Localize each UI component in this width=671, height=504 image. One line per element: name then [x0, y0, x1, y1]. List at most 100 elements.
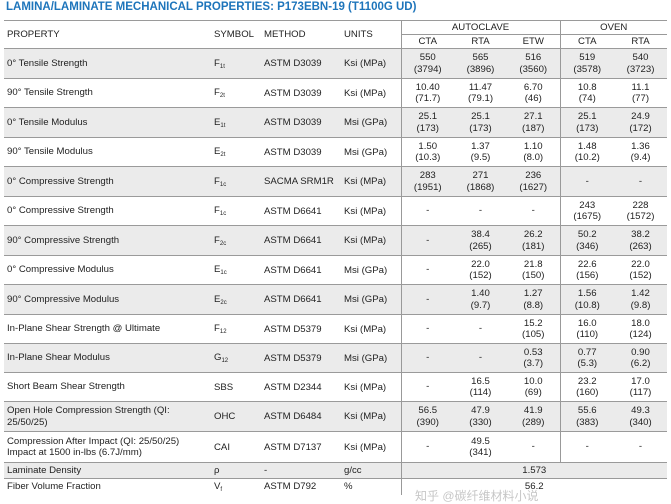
value-primary: 55.6	[577, 405, 597, 416]
value-cell: -	[400, 314, 454, 344]
value-secondary: (181)	[522, 240, 545, 252]
value-secondary: (173)	[469, 122, 492, 134]
value-secondary: (74)	[578, 93, 596, 104]
value-primary: 15.2	[523, 317, 543, 329]
value-primary: 243	[579, 199, 596, 211]
col-group-oven: OVEN	[559, 20, 668, 35]
symbol-main: ρ	[214, 465, 220, 476]
value-cell: 6.70 (46)	[507, 79, 560, 108]
value-secondary: (173)	[576, 122, 599, 134]
col-header-property: PROPERTY	[7, 29, 60, 40]
value-primary: 10.8	[577, 81, 597, 93]
units-cell: Msi (GPa)	[344, 294, 388, 305]
symbol-main: SBS	[214, 381, 234, 393]
value-cell: 55.6 (383)	[559, 401, 615, 432]
value-secondary: (3896)	[466, 63, 495, 75]
symbol-main: E	[214, 293, 221, 305]
value-secondary: (1951)	[413, 181, 442, 193]
value-primary: -	[638, 175, 643, 187]
property-cell: 90° Compressive Modulus	[7, 293, 120, 305]
symbol-cell: E1c	[211, 256, 261, 285]
value-cell: 22.6 (156)	[559, 255, 615, 285]
value-secondary: (1675)	[573, 211, 602, 222]
value-primary: 50.2	[577, 229, 597, 240]
value-cell: 1.10 (8.0)	[507, 138, 560, 167]
value-secondary: (263)	[629, 240, 652, 252]
value-primary: 16.0	[577, 317, 597, 329]
property-cell: 90° Tensile Strength	[7, 87, 93, 99]
units-cell: g/cc	[344, 465, 362, 476]
value-cell: 24.9 (172)	[614, 108, 667, 138]
value-cell: 47.9 (330)	[454, 402, 507, 432]
value-cell: 18.0 (124)	[614, 315, 667, 344]
symbol-main: F	[214, 323, 220, 334]
units-cell: Ksi (MPa)	[344, 58, 387, 69]
value-primary: 519	[579, 52, 596, 63]
value-cell: 11.1 (77)	[614, 79, 667, 108]
value-primary: 56.5	[418, 405, 438, 416]
value-cell: 27.1 (187)	[507, 108, 560, 138]
col-header-symbol: SYMBOL	[214, 29, 254, 40]
value-cell: 1.27 (8.8)	[507, 285, 560, 315]
units-cell: Ksi (MPa)	[344, 235, 387, 246]
watermark: 知乎 @碳纤维材料小说	[415, 489, 539, 503]
value-secondary: (330)	[469, 416, 492, 428]
value-primary: 22.6	[577, 258, 597, 270]
value-secondary: (187)	[522, 122, 545, 134]
value-cell: -	[507, 197, 560, 226]
symbol-main: E	[214, 116, 221, 128]
property-cell: 0° Tensile Modulus	[7, 116, 88, 128]
value-secondary: (10.3)	[415, 152, 441, 163]
value-secondary: (1627)	[519, 181, 548, 193]
value-secondary: (3.7)	[523, 358, 544, 369]
col-header-units: UNITS	[344, 29, 373, 40]
symbol-cell: F12	[211, 315, 261, 344]
method-cell: ASTM D3039	[264, 117, 322, 128]
value-primary: -	[426, 441, 430, 453]
symbol-cell: F1c	[211, 197, 261, 226]
value-secondary: (110)	[576, 329, 599, 340]
value-cell: -	[400, 343, 454, 373]
value-secondary: (150)	[522, 270, 545, 281]
table-row: 0° Compressive Strength F1c SACMA SRM1R Ksi…	[4, 166, 668, 197]
value-cell: 25.1 (173)	[559, 107, 615, 138]
value-secondary: (289)	[522, 416, 545, 428]
value-primary: -	[478, 352, 483, 364]
value-secondary: (10.2)	[574, 152, 600, 163]
value-secondary: (6.2)	[630, 358, 651, 369]
table-row: Open Hole Compression Strength (QI: 25/5…	[4, 401, 668, 432]
symbol-main: E	[214, 146, 221, 157]
col-header-autoclave-rta: RTA	[471, 36, 490, 47]
value-cell: 519 (3578)	[559, 48, 615, 79]
property-cell: Open Hole Compression Strength (QI: 25/5…	[7, 405, 170, 428]
value-cell: -	[559, 431, 615, 463]
method-cell: ASTM D5379	[264, 352, 322, 364]
units-cell: Msi (GPa)	[344, 146, 388, 158]
value-cell: 1.50 (10.3)	[400, 137, 454, 167]
value-secondary: (114)	[469, 387, 492, 398]
symbol-subscript: 1t	[220, 122, 226, 129]
method-cell: ASTM D3039	[264, 58, 322, 69]
symbol-cell: F2c	[211, 226, 261, 256]
property-cell: 0° Compressive Modulus	[7, 264, 114, 276]
value-cell: 516 (3560)	[507, 49, 560, 79]
symbol-subscript: 1c	[219, 211, 227, 217]
units-cell: %	[344, 481, 353, 493]
value-cell: 283 (1951)	[400, 166, 454, 197]
value-cell: 25.1 (173)	[400, 107, 454, 138]
table-row: 90° Tensile Strength F2t ASTM D3039 Ksi (MP…	[4, 78, 668, 108]
value-primary: -	[531, 205, 535, 217]
symbol-subscript: 2t	[219, 93, 225, 99]
value-cell: 38.2 (263)	[614, 226, 667, 256]
value-primary: 550	[419, 52, 436, 63]
value-primary: 10.0	[523, 375, 543, 387]
value-cell: 26.2 (181)	[507, 226, 560, 256]
value-secondary: (9.4)	[630, 152, 651, 163]
property-cell: 90° Tensile Modulus	[7, 146, 93, 158]
value-primary: 47.9	[471, 405, 490, 416]
value-secondary: (79.1)	[467, 93, 494, 104]
value-primary: -	[585, 441, 589, 453]
value-primary: 271	[472, 170, 489, 181]
table-row: Short Beam Shear Strength SBS ASTM D2344 Ks…	[4, 372, 668, 402]
value-secondary: (340)	[629, 416, 652, 428]
